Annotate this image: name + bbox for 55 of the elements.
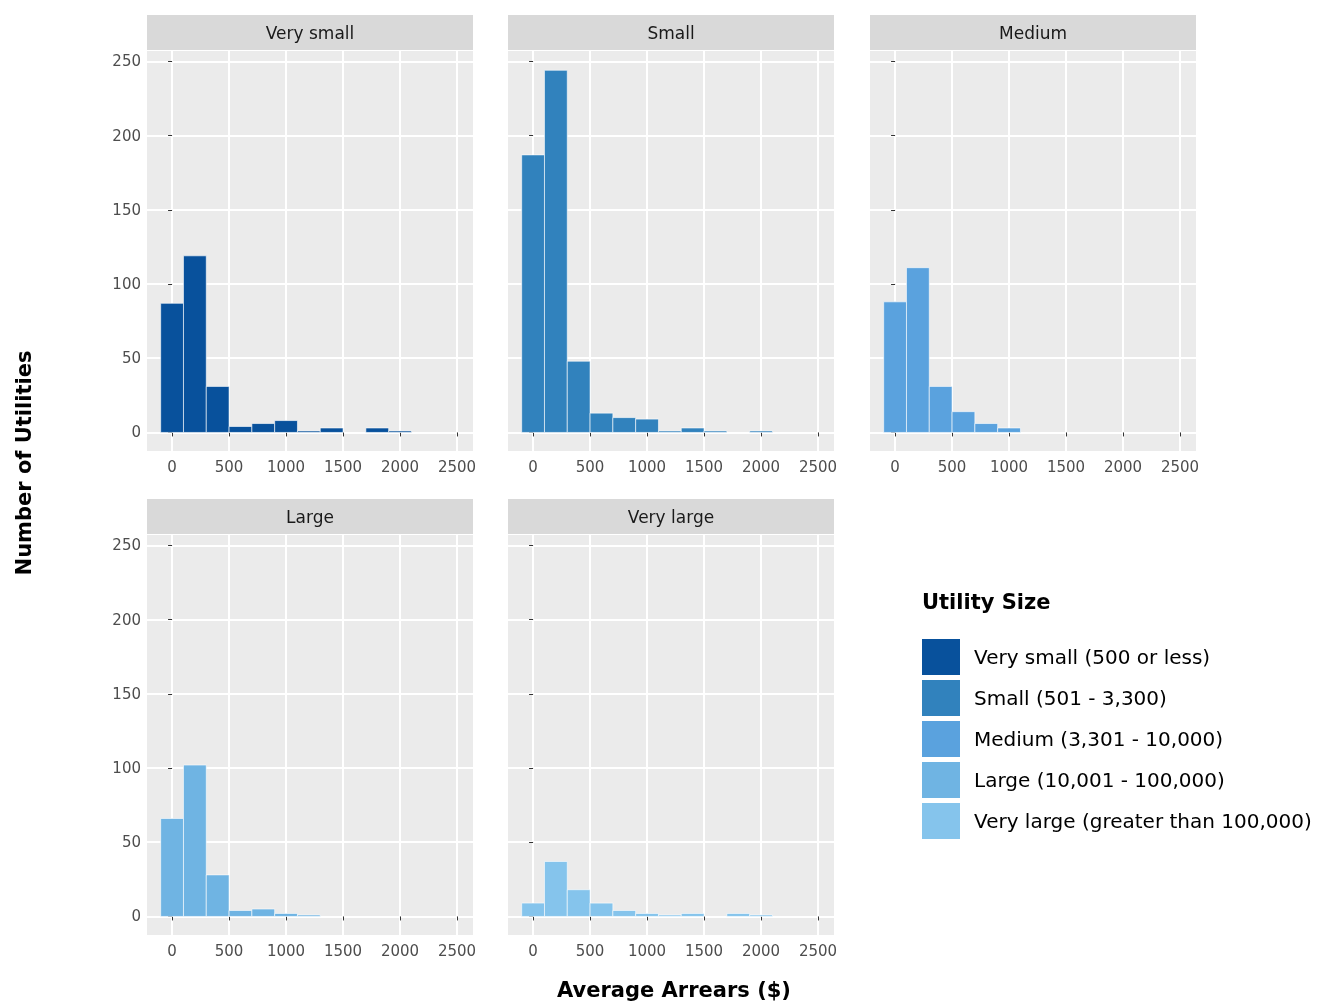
y-tick-label: 50 <box>121 349 141 368</box>
y-tick-label: 200 <box>112 610 141 629</box>
chart-title: Medium <box>999 22 1067 43</box>
x-tick-label: 500 <box>937 457 967 476</box>
x-tick-label: 1500 <box>323 457 363 476</box>
legend-label: Large (10,001 - 100,000) <box>974 767 1225 792</box>
x-tick-label: 1000 <box>627 457 667 476</box>
y-tick-label: 100 <box>112 759 141 778</box>
legend-label: Very small (500 or less) <box>974 644 1211 669</box>
x-tick-label: 0 <box>167 941 177 960</box>
y-tick-label: 50 <box>121 833 141 852</box>
y-tick-label: 100 <box>112 275 141 294</box>
x-tick-label: 1000 <box>266 457 306 476</box>
y-tick-label: 0 <box>131 423 141 442</box>
x-tick-label: 2500 <box>798 941 838 960</box>
x-tick-label: 2000 <box>380 941 420 960</box>
x-tick-label: 1000 <box>989 457 1029 476</box>
x-tick-label: 1000 <box>627 941 667 960</box>
y-axis-title: Number of Utilities <box>12 350 36 576</box>
x-tick-label: 1500 <box>323 941 363 960</box>
x-axis-title: Average Arrears ($) <box>557 978 791 1002</box>
x-tick-label: 1500 <box>1046 457 1086 476</box>
x-tick-label: 0 <box>528 941 538 960</box>
x-tick-label: 2000 <box>741 941 781 960</box>
chart-title: Very small <box>265 22 355 43</box>
x-tick-label: 1500 <box>684 457 724 476</box>
y-tick-label: 150 <box>112 200 141 219</box>
x-tick-label: 2500 <box>437 457 477 476</box>
x-tick-label: 2500 <box>798 457 838 476</box>
y-tick-label: 150 <box>112 684 141 703</box>
chart-title: Small <box>647 22 695 43</box>
y-tick-label: 250 <box>112 52 141 71</box>
y-tick-label: 0 <box>131 907 141 926</box>
x-tick-label: 2500 <box>1160 457 1200 476</box>
x-tick-label: 1500 <box>684 941 724 960</box>
y-tick-label: 250 <box>112 536 141 555</box>
x-tick-label: 2000 <box>741 457 781 476</box>
x-tick-label: 500 <box>214 941 244 960</box>
x-tick-label: 2500 <box>437 941 477 960</box>
x-tick-label: 1000 <box>266 941 306 960</box>
legend-label: Very large (greater than 100,000) <box>974 808 1312 833</box>
x-tick-label: 500 <box>575 457 605 476</box>
x-tick-label: 0 <box>167 457 177 476</box>
x-tick-label: 500 <box>575 941 605 960</box>
x-tick-label: 0 <box>528 457 538 476</box>
x-tick-label: 2000 <box>1103 457 1143 476</box>
x-tick-label: 2000 <box>380 457 420 476</box>
x-tick-label: 500 <box>214 457 244 476</box>
legend-label: Medium (3,301 - 10,000) <box>974 726 1224 751</box>
chart-title: Very large <box>627 506 715 527</box>
legend-label: Small (501 - 3,300) <box>974 685 1167 710</box>
chart-title: Large <box>286 506 334 527</box>
x-tick-label: 0 <box>890 457 900 476</box>
legend-title: Utility Size <box>922 590 1052 614</box>
y-tick-label: 200 <box>112 126 141 145</box>
